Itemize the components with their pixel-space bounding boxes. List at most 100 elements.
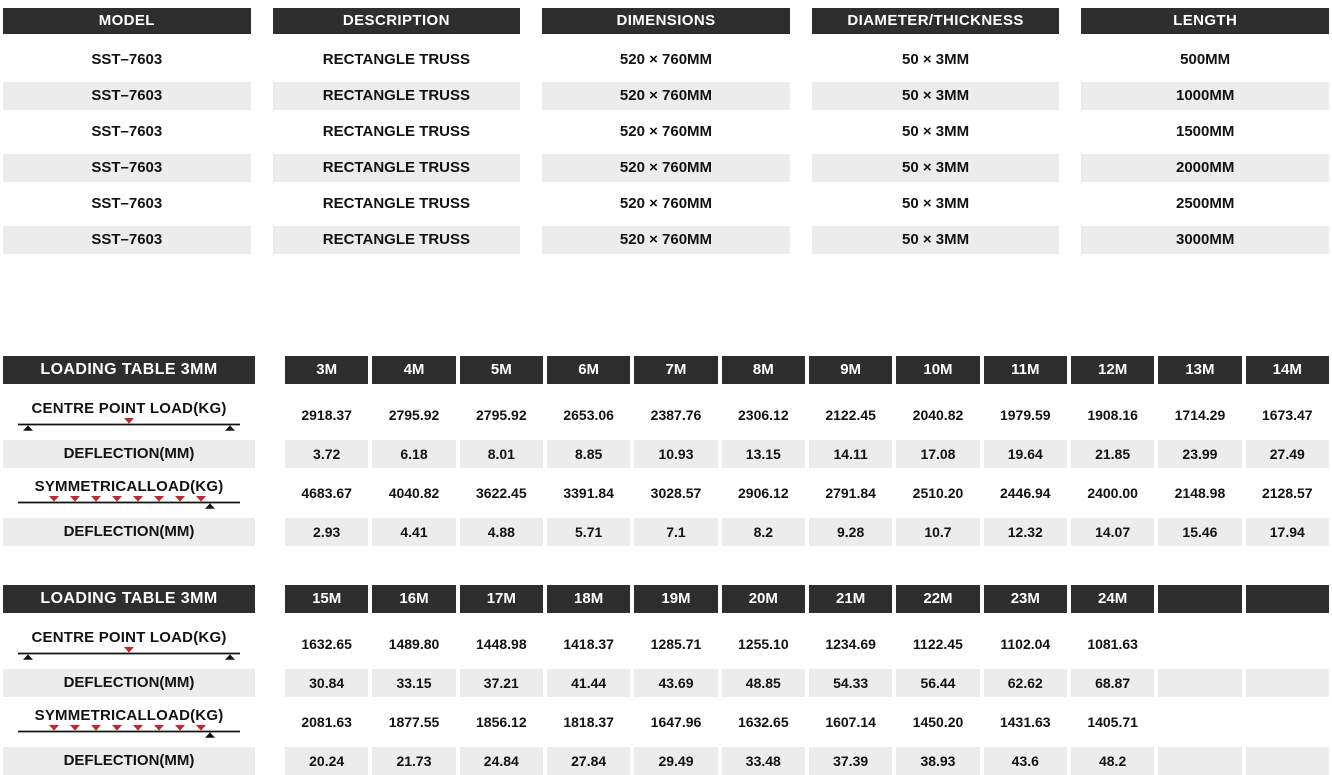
product-cell: SST–7603 — [91, 195, 163, 212]
product-cell: SST–7603 — [91, 51, 163, 68]
span-header: 7M — [634, 356, 718, 384]
value-cell: 13.15 — [721, 440, 805, 468]
span-header: 16M — [372, 585, 456, 613]
value-cell: 33.48 — [721, 747, 805, 775]
product-column-model: MODEL SST–7603 SST–7603 SST–7603 SST–7603 SST… — [3, 8, 251, 262]
product-cell: 520 × 760MM — [619, 51, 713, 68]
product-cell: 50 × 3MM — [902, 195, 970, 212]
value-cell: 3028.57 — [650, 485, 702, 501]
row-label-cell: SYMMETRICALLOAD(KG) — [3, 470, 255, 516]
product-cell: 2000MM — [1081, 154, 1329, 182]
value-cell: 1405.71 — [1087, 714, 1138, 730]
value-cell: 1632.65 — [301, 636, 352, 652]
value-cell: 9.28 — [808, 518, 893, 546]
value-cell: 4.41 — [372, 518, 456, 546]
product-column-diameter-thickness: DIAMETER/THICKNESS 50 × 3MM 50 × 3MM 50 × 3… — [811, 8, 1060, 262]
value-cell: 30.84 — [285, 669, 369, 697]
value-cell: 2906.12 — [738, 485, 789, 501]
value-cell: 1607.14 — [825, 714, 876, 730]
product-cell: 1500MM — [1175, 123, 1235, 140]
value-cell: 1418.37 — [563, 636, 614, 652]
product-cell: 520 × 760MM — [542, 82, 790, 110]
span-header: 21M — [808, 585, 893, 613]
product-cell: SST–7603 — [91, 123, 163, 140]
value-cell: 1714.29 — [1174, 407, 1226, 423]
row-label: SYMMETRICALLOAD(KG) — [34, 706, 224, 724]
span-header: 6M — [546, 356, 631, 384]
value-cell — [1158, 669, 1242, 697]
span-header: 11M — [983, 356, 1067, 384]
span-header: 23M — [983, 585, 1067, 613]
value-cell: 1856.12 — [476, 714, 527, 730]
span-header: 8M — [721, 356, 805, 384]
value-cell — [1245, 669, 1329, 697]
row-label-cell: CENTRE POINT LOAD(KG) — [3, 621, 255, 667]
product-cell: 50 × 3MM — [811, 82, 1060, 110]
value-cell: 27.49 — [1245, 440, 1329, 468]
value-cell — [1246, 621, 1329, 667]
value-cell: 23.99 — [1158, 440, 1242, 468]
value-cell: 6.18 — [372, 440, 456, 468]
span-header: 10M — [896, 356, 980, 384]
loading-row: CENTRE POINT LOAD(KG) 1632.65 1489.80 1448.… — [3, 621, 1329, 667]
product-cell: RECTANGLE TRUSS — [272, 154, 521, 182]
loading-row: DEFLECTION(MM) 3.72 6.18 8.01 8.85 10.93 13.15… — [3, 440, 1329, 468]
product-cell: 1000MM — [1081, 82, 1329, 110]
span-header: 22M — [896, 585, 980, 613]
span-header: 17M — [459, 585, 543, 613]
value-cell: 8.2 — [721, 518, 805, 546]
value-cell: 37.21 — [459, 669, 543, 697]
value-cell: 20.24 — [285, 747, 369, 775]
span-header: 15M — [285, 585, 369, 613]
row-label-cell: SYMMETRICALLOAD(KG) — [3, 699, 255, 745]
value-cell: 2128.57 — [1261, 485, 1313, 501]
value-cell: 8.01 — [459, 440, 543, 468]
value-cell: 1673.47 — [1261, 407, 1313, 423]
value-cell: 2081.63 — [301, 714, 352, 730]
span-header — [1245, 585, 1329, 613]
value-cell: 37.39 — [808, 747, 893, 775]
value-cell: 1979.59 — [999, 407, 1051, 423]
loading-table-15m-24m: LOADING TABLE 3MM 15M 16M 17M 18M 19M 20M 21M 22… — [3, 585, 1329, 775]
value-cell: 1102.04 — [1000, 636, 1051, 652]
value-cell — [1245, 747, 1329, 775]
value-cell: 48.2 — [1070, 747, 1155, 775]
loading-table-3m-14m: LOADING TABLE 3MM 3M 4M 5M 6M 7M 8M 9M 10M 11M 12M… — [3, 356, 1329, 546]
product-cell: RECTANGLE TRUSS — [272, 226, 521, 254]
value-cell: 2387.76 — [650, 407, 702, 423]
value-cell: 12.32 — [983, 518, 1067, 546]
product-cell: 520 × 760MM — [542, 154, 790, 182]
value-cell: 54.33 — [808, 669, 893, 697]
value-cell: 68.87 — [1070, 669, 1155, 697]
value-cell — [1158, 747, 1242, 775]
product-cell: 50 × 3MM — [902, 51, 970, 68]
value-cell: 2791.84 — [825, 485, 876, 501]
value-cell: 1255.10 — [738, 636, 789, 652]
product-cell: 520 × 760MM — [619, 195, 713, 212]
loading-header-row: LOADING TABLE 3MM 15M 16M 17M 18M 19M 20M 21M 22… — [3, 585, 1329, 613]
product-cell: 3000MM — [1081, 226, 1329, 254]
value-cell — [1158, 699, 1241, 745]
span-header: 3M — [285, 356, 369, 384]
value-cell: 2653.06 — [563, 407, 614, 423]
column-header-description: DESCRIPTION — [272, 8, 521, 34]
product-cell: RECTANGLE TRUSS — [322, 123, 470, 140]
value-cell: 21.85 — [1070, 440, 1155, 468]
value-cell: 21.73 — [372, 747, 456, 775]
loading-row: SYMMETRICALLOAD(KG) 2081.63 1877.55 1856.12… — [3, 699, 1329, 745]
value-cell: 17.94 — [1245, 518, 1329, 546]
value-cell: 1489.80 — [388, 636, 440, 652]
span-header: 12M — [1070, 356, 1155, 384]
value-cell: 2400.00 — [1087, 485, 1138, 501]
column-header-model: MODEL — [3, 8, 251, 34]
value-cell: 33.15 — [372, 669, 456, 697]
value-cell: 2510.20 — [912, 485, 964, 501]
product-cell: RECTANGLE TRUSS — [322, 195, 470, 212]
product-cell: 50 × 3MM — [811, 226, 1060, 254]
row-label-cell: DEFLECTION(MM) — [3, 669, 255, 697]
loading-header-row: LOADING TABLE 3MM 3M 4M 5M 6M 7M 8M 9M 10M 11M 12M… — [3, 356, 1329, 384]
span-header: 19M — [634, 585, 718, 613]
product-column-description: DESCRIPTION RECTANGLE TRUSS RECTANGLE TRUS… — [272, 8, 521, 262]
value-cell: 1448.98 — [476, 636, 527, 652]
value-cell: 48.85 — [721, 669, 805, 697]
